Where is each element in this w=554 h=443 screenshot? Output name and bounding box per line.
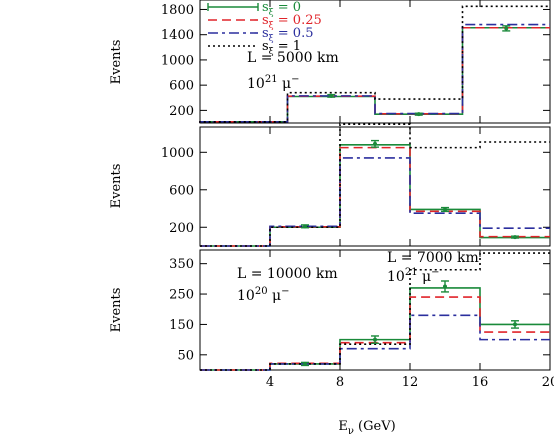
y-tick-label: 1000 <box>161 53 194 68</box>
x-tick-label: 16 <box>472 375 489 390</box>
data-point <box>504 26 509 31</box>
y-tick-label: 200 <box>169 104 194 119</box>
panel-bottom: 50 150 250 350 4 8 12 16 20 Events L = 10000 km 102… <box>109 249 554 390</box>
plot-frame <box>199 126 551 247</box>
plot-frame <box>199 249 551 371</box>
y-axis-label: Events <box>109 288 124 333</box>
x-tick-label: 8 <box>336 375 344 390</box>
annotation-flux: 1021 μ− <box>247 74 300 92</box>
y-tick-label: 150 <box>169 318 194 333</box>
data-point <box>443 284 447 289</box>
x-tick-label: 12 <box>402 375 419 390</box>
y-tick-label: 1800 <box>161 3 194 18</box>
legend-label: sξ = 0.5 <box>262 26 313 44</box>
data-point <box>329 93 334 98</box>
y-tick-label: 50 <box>177 348 194 363</box>
data-point <box>373 141 377 146</box>
annotation-baseline: L = 7000 km <box>387 250 479 266</box>
y-tick-label: 200 <box>169 221 194 236</box>
y-axis-label: Events <box>109 40 124 85</box>
y-tick-label: 1400 <box>161 28 194 43</box>
series-line <box>199 23 550 123</box>
y-tick-label: 350 <box>169 257 194 272</box>
legend-label: sξ = 0.25 <box>262 13 322 31</box>
series-line <box>199 5 550 123</box>
data-point <box>416 112 421 117</box>
x-axis-label-sub: ν <box>348 426 354 437</box>
annotation-baseline: L = 5000 km <box>247 50 339 66</box>
series-line <box>200 296 550 371</box>
y-tick-label: 1000 <box>161 146 194 161</box>
series-line <box>200 314 550 371</box>
legend-label: sξ = 1 <box>262 39 301 57</box>
series-line <box>200 123 550 247</box>
x-tick-label: 20 <box>542 375 554 390</box>
data-point <box>513 235 517 240</box>
x-axis-label-unit: (GeV) <box>354 419 396 434</box>
data-point <box>303 224 307 229</box>
data-point <box>443 207 447 212</box>
plot-frame <box>199 0 551 124</box>
data-point <box>303 361 307 366</box>
x-axis-label-main: E <box>338 419 348 434</box>
series-line <box>200 157 550 247</box>
data-point <box>513 322 517 327</box>
legend-label: sξ = 0 <box>262 0 301 18</box>
series-line <box>200 144 550 247</box>
annotation-flux: 1020 μ− <box>237 286 290 304</box>
x-tick-label: 4 <box>266 375 274 390</box>
y-tick-label: 600 <box>169 183 194 198</box>
annotation-flux: 1021 μ− <box>387 267 440 285</box>
series-line <box>200 146 550 247</box>
annotation-baseline: L = 10000 km <box>237 266 338 282</box>
y-tick-label: 600 <box>169 79 194 94</box>
panel-top: 200 600 1000 1400 1800 Events L = 5000 km 1021 … <box>109 0 551 124</box>
data-point <box>373 337 377 342</box>
y-tick-label: 250 <box>169 288 194 303</box>
x-axis-label: Eν (GeV) <box>338 419 395 437</box>
series-line <box>200 252 550 371</box>
y-axis-label: Events <box>109 164 124 209</box>
